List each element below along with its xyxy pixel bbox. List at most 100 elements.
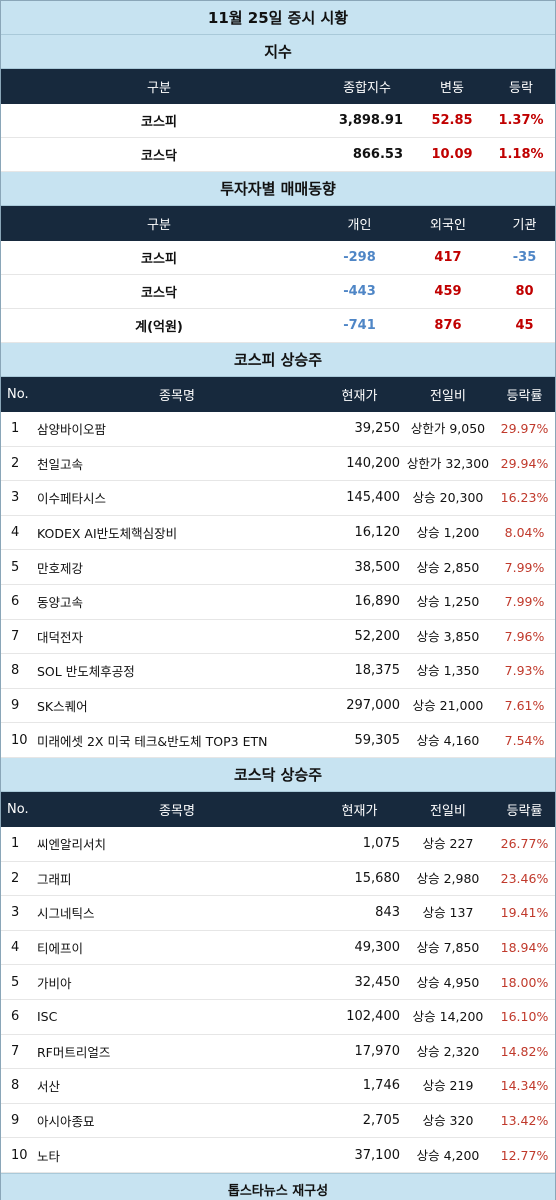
stock-change: 상승 20,300 bbox=[412, 490, 484, 506]
table-row: 8 SOL 반도체후공정 18,375 상승 1,350 7.93% bbox=[1, 654, 555, 689]
stock-rate: 18.94% bbox=[500, 940, 549, 956]
kospi-header-name: 종목명 bbox=[159, 389, 195, 404]
table-row: 1 씨엔알리서치 1,075 상승 227 26.77% bbox=[1, 826, 555, 862]
kospi-gainers-title: 코스피 상승주 bbox=[1, 343, 555, 377]
stock-change: 상한가 32,300 bbox=[406, 455, 490, 471]
stock-price: 16,890 bbox=[354, 594, 401, 610]
stock-rate: 16.23% bbox=[500, 490, 549, 506]
table-row: 10 미래에셋 2X 미국 테크&반도체 TOP3 ETN 59,305 상승 4,1… bbox=[1, 723, 555, 758]
stock-price: 15,680 bbox=[354, 870, 401, 886]
stock-rate: 8.04% bbox=[504, 525, 545, 541]
kosdaq-header-rate: 등락률 bbox=[506, 803, 543, 819]
stock-change: 상승 3,850 bbox=[416, 628, 480, 644]
index-row-change: 10.09 bbox=[431, 147, 473, 162]
row-number: 1 bbox=[11, 421, 20, 437]
stock-price: 59,305 bbox=[354, 732, 401, 748]
stock-name: 천일고속 bbox=[37, 456, 84, 472]
stock-price: 1,746 bbox=[362, 1078, 400, 1094]
stock-rate: 29.94% bbox=[500, 455, 549, 471]
stock-rate: 14.34% bbox=[500, 1078, 549, 1094]
row-number: 10 bbox=[11, 1147, 28, 1163]
stock-rate: 12.77% bbox=[500, 1147, 549, 1163]
investor-row: 코스피 -298 417 -35 bbox=[1, 241, 555, 275]
page-title-text: 11월 25일 증시 시황 bbox=[207, 9, 349, 27]
index-row-value: 3,898.91 bbox=[338, 113, 403, 128]
footer-credit: 톱스타뉴스 재구성 bbox=[1, 1172, 555, 1200]
index-header-composite: 종합지수 bbox=[343, 81, 391, 96]
investor-header-institution: 기관 bbox=[512, 218, 537, 233]
row-number: 6 bbox=[11, 594, 20, 610]
stock-price: 49,300 bbox=[354, 940, 401, 956]
stock-price: 32,450 bbox=[354, 974, 401, 990]
table-row: 4 KODEX AI반도체핵심장비 16,120 상승 1,200 8.04% bbox=[1, 515, 555, 551]
stock-rate: 13.42% bbox=[500, 1112, 549, 1128]
stock-price: 102,400 bbox=[346, 1009, 400, 1025]
stock-rate: 7.54% bbox=[504, 732, 545, 748]
stock-rate: 7.93% bbox=[504, 663, 545, 679]
row-number: 9 bbox=[11, 698, 20, 714]
row-number: 2 bbox=[11, 870, 20, 886]
stock-name: SK스퀘어 bbox=[37, 699, 88, 715]
index-table-header: 구분 종합지수 변동 등락 bbox=[1, 69, 555, 104]
row-number: 7 bbox=[11, 628, 20, 644]
index-row-rate: 1.18% bbox=[498, 147, 544, 162]
kospi-header-no: No. bbox=[7, 387, 29, 402]
page-title: 11월 25일 증시 시황 bbox=[1, 1, 555, 35]
stock-change: 상승 2,850 bbox=[416, 559, 480, 575]
index-header-change: 변동 bbox=[440, 81, 464, 96]
kospi-table-body: 1 삼양바이오팜 39,250 상한가 9,050 29.97% 2 천일고속 140,200… bbox=[1, 412, 555, 758]
stock-rate: 7.96% bbox=[504, 628, 545, 644]
row-number: 2 bbox=[11, 455, 20, 471]
table-row: 2 그래피 15,680 상승 2,980 23.46% bbox=[1, 861, 555, 897]
row-number: 8 bbox=[11, 663, 20, 679]
row-number: 1 bbox=[11, 836, 20, 852]
stock-name: 미래에셋 2X 미국 테크&반도체 TOP3 ETN bbox=[37, 733, 268, 749]
stock-name: 삼양바이오팜 bbox=[37, 422, 107, 438]
stock-rate: 14.82% bbox=[500, 1043, 549, 1059]
row-number: 4 bbox=[11, 940, 20, 956]
row-number: 5 bbox=[11, 559, 20, 575]
stock-rate: 18.00% bbox=[500, 974, 549, 990]
stock-name: 대덕전자 bbox=[37, 629, 84, 645]
investor-row-foreign: 417 bbox=[434, 250, 462, 265]
stock-price: 843 bbox=[375, 905, 400, 921]
stock-price: 52,200 bbox=[354, 628, 401, 644]
stock-rate: 23.46% bbox=[500, 870, 549, 886]
stock-name: RF머트리얼즈 bbox=[37, 1044, 111, 1060]
investor-header-individual: 개인 bbox=[347, 218, 372, 233]
stock-change: 상승 227 bbox=[422, 836, 474, 852]
stock-change: 상승 137 bbox=[422, 905, 474, 921]
stock-name: 만호제강 bbox=[37, 560, 84, 576]
stock-change: 상승 4,160 bbox=[416, 732, 480, 748]
investor-row-name: 계(억원) bbox=[135, 320, 183, 335]
stock-rate: 7.99% bbox=[504, 559, 545, 575]
investor-row-foreign: 876 bbox=[434, 318, 462, 333]
row-number: 10 bbox=[11, 732, 28, 748]
stock-price: 16,120 bbox=[354, 525, 401, 541]
row-number: 6 bbox=[11, 1009, 20, 1025]
row-number: 9 bbox=[11, 1112, 20, 1128]
investor-row-individual: -298 bbox=[343, 250, 376, 265]
row-number: 8 bbox=[11, 1078, 20, 1094]
stock-name: 이수페타시스 bbox=[37, 491, 107, 507]
index-row: 코스닥 866.53 10.09 1.18% bbox=[1, 138, 555, 172]
stock-name: 티에프이 bbox=[37, 941, 84, 957]
index-row-change: 52.85 bbox=[431, 113, 473, 128]
kospi-gainers-title-text: 코스피 상승주 bbox=[233, 351, 323, 369]
index-row-rate: 1.37% bbox=[498, 113, 544, 128]
stock-price: 297,000 bbox=[346, 698, 400, 714]
stock-rate: 29.97% bbox=[500, 421, 549, 437]
table-row: 8 서산 1,746 상승 219 14.34% bbox=[1, 1069, 555, 1104]
stock-change: 상승 320 bbox=[422, 1112, 474, 1128]
stock-price: 39,250 bbox=[354, 421, 401, 437]
index-row-name: 코스피 bbox=[141, 115, 177, 130]
table-row: 9 SK스퀘어 297,000 상승 21,000 7.61% bbox=[1, 688, 555, 724]
kosdaq-header-no: No. bbox=[7, 801, 29, 817]
index-header-category: 구분 bbox=[147, 81, 171, 96]
table-row: 7 RF머트리얼즈 17,970 상승 2,320 14.82% bbox=[1, 1034, 555, 1070]
stock-rate: 19.41% bbox=[500, 905, 549, 921]
table-row: 2 천일고속 140,200 상한가 32,300 29.94% bbox=[1, 446, 555, 482]
stock-price: 145,400 bbox=[346, 490, 400, 506]
stock-name: 가비아 bbox=[37, 975, 72, 991]
stock-change: 상승 1,200 bbox=[416, 525, 480, 541]
